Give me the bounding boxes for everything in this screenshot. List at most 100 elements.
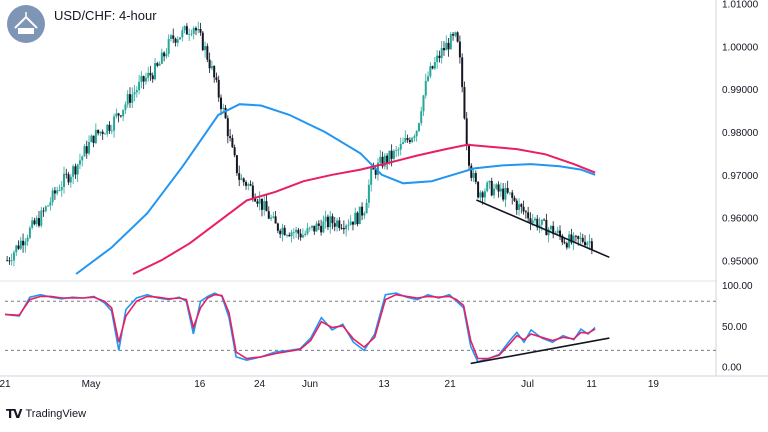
candle-body xyxy=(144,77,147,82)
candle-body xyxy=(229,136,232,138)
candle-body xyxy=(590,241,593,251)
candle-body xyxy=(511,192,514,198)
candle-body xyxy=(254,198,257,202)
candle-body xyxy=(452,34,455,36)
candle-body xyxy=(506,187,509,193)
x-tick-label: 21 xyxy=(0,379,11,390)
candle-body xyxy=(495,184,498,189)
candle-body xyxy=(106,124,109,134)
candle-body xyxy=(283,227,286,236)
candle-body xyxy=(527,212,530,219)
candle-body xyxy=(297,229,300,234)
rsi-y-tick-label: 50.00 xyxy=(722,322,747,333)
candle-body xyxy=(279,230,282,235)
candle-body xyxy=(124,104,127,110)
candle-body xyxy=(47,205,50,207)
candle-body xyxy=(351,221,354,225)
candle-body xyxy=(6,260,9,262)
candle-body xyxy=(431,66,434,69)
candle-body xyxy=(108,124,111,131)
rsi-y-tick-label: 0.00 xyxy=(722,363,742,374)
candle-body xyxy=(128,94,131,103)
candle-body xyxy=(224,107,227,119)
candle-body xyxy=(263,201,266,210)
candle-body xyxy=(311,225,314,228)
candle-body xyxy=(440,48,443,59)
candle-body xyxy=(42,210,45,212)
candle-body xyxy=(169,35,172,40)
candle-body xyxy=(160,52,163,64)
candle-body xyxy=(222,107,225,109)
candle-body xyxy=(584,241,587,246)
candle-body xyxy=(12,252,15,261)
candle-body xyxy=(58,190,61,191)
candle-body xyxy=(301,235,304,238)
candle-body xyxy=(581,237,584,242)
tradingview-brand: TradingView xyxy=(25,408,87,420)
candle-body xyxy=(56,190,59,194)
indicator-trendline xyxy=(470,337,610,365)
candle-body xyxy=(24,241,27,246)
candle-body xyxy=(165,53,168,57)
candle-body xyxy=(586,242,589,246)
x-tick-label: 16 xyxy=(194,379,206,390)
candle-body xyxy=(240,178,243,180)
candle-body xyxy=(411,137,414,143)
candle-body xyxy=(154,63,157,80)
candle-body xyxy=(493,188,496,196)
candle-body xyxy=(513,197,516,201)
candle-body xyxy=(386,155,389,163)
candle-body xyxy=(570,234,573,243)
candle-body xyxy=(549,225,552,230)
candle-body xyxy=(317,223,320,226)
candle-body xyxy=(15,245,18,253)
x-tick-label: May xyxy=(82,379,101,390)
candle-body xyxy=(17,245,20,249)
price-y-tick-label: 0.99000 xyxy=(722,85,759,96)
candle-body xyxy=(427,76,430,81)
candle-body xyxy=(520,204,523,207)
candle-body xyxy=(417,123,420,131)
candle-body xyxy=(456,32,459,42)
candle-body xyxy=(376,162,379,175)
candle-body xyxy=(486,182,489,192)
candle-body xyxy=(140,76,143,82)
candle-body xyxy=(381,156,384,167)
candles xyxy=(6,21,593,267)
candle-body xyxy=(367,184,370,203)
candle-body xyxy=(285,234,288,236)
candle-body xyxy=(226,118,229,137)
candle-body xyxy=(463,87,466,119)
candle-body xyxy=(545,219,548,236)
x-tick-label: Jul xyxy=(521,379,534,390)
moving-average-red-line xyxy=(132,143,596,275)
candle-body xyxy=(53,190,56,194)
candle-body xyxy=(333,223,336,227)
candle-body xyxy=(518,204,521,210)
candle-body xyxy=(270,217,273,219)
price-y-tick-label: 0.95000 xyxy=(722,256,759,267)
candle-body xyxy=(481,192,484,198)
candle-body xyxy=(556,230,559,233)
candle-body xyxy=(122,109,125,117)
candle-body xyxy=(306,228,309,234)
candle-body xyxy=(474,173,477,182)
candle-body xyxy=(342,227,345,230)
tradingview-icon: 𝗧𝗩 xyxy=(6,407,23,421)
candle-body xyxy=(72,166,75,177)
candle-body xyxy=(274,216,277,224)
x-tick-label: 13 xyxy=(378,379,390,390)
price-trendline xyxy=(476,199,610,259)
candle-body xyxy=(192,27,195,34)
candle-body xyxy=(329,216,332,228)
candle-body xyxy=(349,221,352,225)
candle-body xyxy=(76,164,79,175)
candle-body xyxy=(97,129,100,134)
candle-body xyxy=(181,30,184,38)
candle-body xyxy=(247,184,250,186)
candle-body xyxy=(220,97,223,109)
candle-body xyxy=(502,188,505,200)
candle-body xyxy=(324,216,327,222)
candle-body xyxy=(529,218,532,223)
